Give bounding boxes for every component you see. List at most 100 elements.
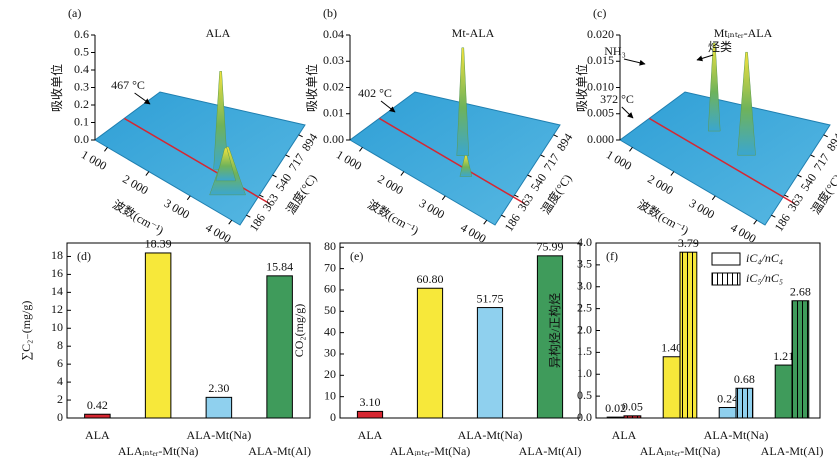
y-axis-label: CO₂(mg/g)	[292, 304, 306, 358]
x-axis-label: 波数(cm⁻¹)	[365, 196, 422, 237]
y-tick	[259, 194, 264, 198]
y-tick-label: 540	[273, 171, 295, 194]
y-axis-label: 异构烃/正构烃	[547, 293, 562, 368]
y-tick-label: 18	[51, 248, 63, 262]
x-tick	[400, 171, 405, 176]
y-tick	[823, 134, 828, 138]
z-axis-label: 吸收单位	[49, 64, 64, 112]
y-tick-label: 540	[528, 171, 550, 194]
bar	[718, 407, 737, 419]
bar	[84, 413, 111, 419]
z-tick-label: 0.5	[74, 44, 89, 58]
value-label: 18.39	[145, 237, 172, 251]
y-tick	[553, 134, 558, 138]
z-axis-label: 吸收单位	[574, 64, 589, 112]
bar	[356, 410, 384, 419]
z-tick-label: 0.015	[587, 53, 614, 67]
value-label: 0.24	[717, 391, 738, 405]
y-tick-label: 80	[324, 239, 336, 253]
x-tick-label: ALAᵢₙₜₑᵣ-Mt(Na)	[640, 444, 721, 458]
surface	[94, 91, 306, 226]
y-tick	[298, 134, 303, 138]
y-tick-label: 40	[324, 324, 336, 338]
annotation-arrow	[696, 54, 714, 62]
x-axis-label: 波数(cm⁻¹)	[635, 196, 692, 237]
y-tick-label: 12	[51, 302, 63, 316]
y-tick-label: 8	[57, 338, 63, 352]
y-tick-label: 2.5	[577, 300, 592, 314]
y-tick-label: 50	[324, 303, 336, 317]
y-tick-label: 894	[824, 131, 837, 154]
y-tick	[514, 194, 519, 198]
legend-label: iC₄/nC₄	[746, 251, 783, 265]
hatch	[792, 300, 809, 418]
value-label: 15.84	[266, 260, 293, 274]
x-tick	[753, 219, 758, 225]
z-tick-label: 0.03	[323, 53, 344, 67]
value-label: 0.68	[734, 372, 755, 386]
y-tick-label: 540	[798, 171, 820, 194]
annotation: 372 °C	[600, 92, 634, 106]
plot-frame	[339, 242, 581, 419]
plot-frame	[66, 242, 311, 419]
panel-title: Mtᵢₙₜₑᵣ-ALA	[714, 26, 773, 40]
x-tick	[104, 146, 108, 152]
panel-label: (c)	[593, 6, 606, 20]
x-tick	[483, 219, 488, 225]
value-label: 3.79	[678, 236, 699, 250]
panel-label: (e)	[350, 249, 363, 263]
peak	[707, 42, 721, 132]
y-tick	[797, 174, 802, 178]
y-tick-label: 0	[57, 410, 63, 424]
z-tick-label: 0.00	[323, 132, 344, 146]
x-tick-label: ALA-Mt(Al)	[761, 444, 824, 458]
bar	[476, 307, 504, 419]
y-tick	[540, 154, 545, 158]
y-tick-label: 363	[515, 191, 537, 214]
bar	[144, 252, 172, 419]
z-tick-label: 0.01	[323, 106, 344, 120]
z-tick-label: 0.010	[587, 79, 614, 93]
annotation: 467 °C	[111, 78, 145, 92]
y-tick-label: 20	[324, 367, 336, 381]
y-tick-label: 717	[541, 151, 563, 174]
bar	[774, 364, 793, 419]
z-tick-label: 0.1	[74, 114, 89, 128]
y-tick-label: 363	[785, 191, 807, 214]
panel-label: (a)	[68, 6, 81, 20]
x-tick-label: ALA-Mt(Al)	[248, 444, 311, 458]
annotation-arrow	[621, 106, 634, 119]
y-tick-label: 14	[51, 284, 63, 298]
x-tick	[629, 146, 633, 152]
legend-label: iC₅/nC₅	[746, 271, 783, 285]
annotation-arrow	[380, 100, 396, 113]
x-tick-label: ALAᵢₙₜₑᵣ-Mt(Na)	[390, 444, 471, 458]
value-label: 1.40	[661, 341, 682, 355]
x-tick-label: ALA-Mt(Na)	[704, 428, 769, 442]
y-tick	[771, 214, 776, 218]
y-tick	[527, 174, 532, 178]
y-tick-label: 894	[554, 131, 576, 154]
value-label: 2.30	[208, 381, 229, 395]
x-tick-label: ALA-Mt(Na)	[187, 428, 252, 442]
bar	[536, 255, 564, 419]
y-tick-label: 4.0	[577, 235, 592, 249]
value-label: 2.68	[790, 285, 811, 299]
annotation: 402 °C	[358, 86, 392, 100]
y-tick	[285, 154, 290, 158]
bar	[606, 416, 625, 419]
peak	[459, 155, 473, 177]
y-tick	[784, 194, 789, 198]
value-label: 0.02	[605, 401, 626, 415]
y-tick-label: 0	[330, 410, 336, 424]
z-tick-label: 0.005	[587, 106, 614, 120]
z-tick-label: 0.6	[74, 27, 89, 41]
value-label: 1.21	[773, 349, 794, 363]
temperature-line	[648, 117, 795, 205]
y-tick-label: 4	[57, 374, 63, 388]
z-tick-label: 0.02	[323, 79, 344, 93]
value-label: 0.05	[622, 400, 643, 414]
y-tick-label: 0.0	[577, 410, 592, 424]
z-axis-label: 吸收单位	[304, 64, 319, 112]
